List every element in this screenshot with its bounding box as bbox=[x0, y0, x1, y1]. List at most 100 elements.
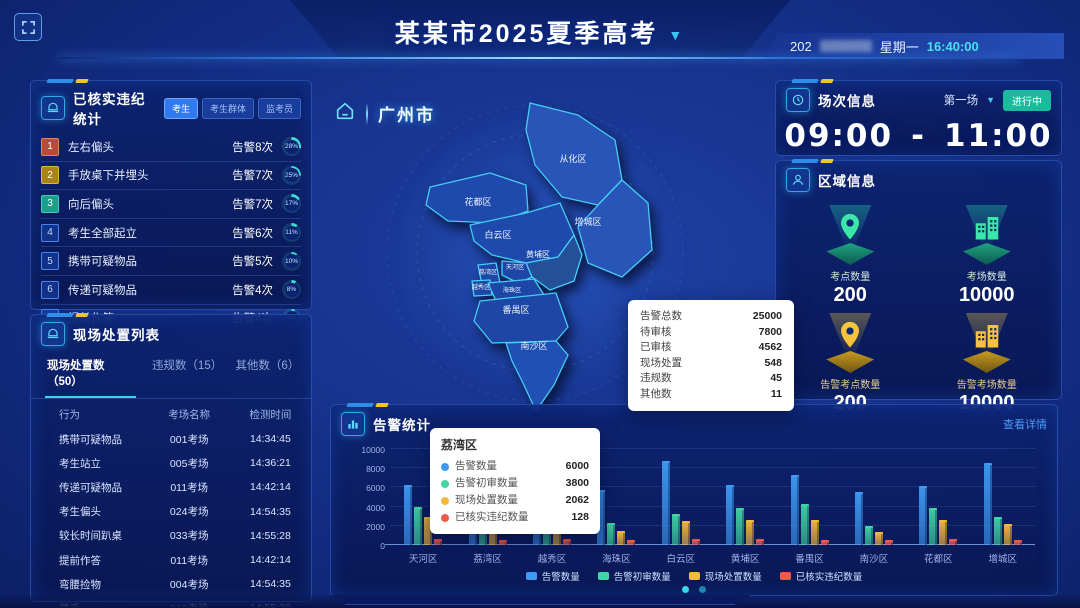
session-dropdown-icon[interactable]: ▼ bbox=[986, 95, 995, 105]
stat-label: 考场数量 bbox=[966, 272, 1007, 283]
legend-item[interactable]: 告警数量 bbox=[525, 569, 580, 583]
building-icon bbox=[952, 311, 1022, 373]
bar-group[interactable] bbox=[854, 492, 893, 545]
bar-现场处置数量[interactable] bbox=[424, 517, 433, 545]
fullscreen-icon[interactable] bbox=[14, 13, 42, 41]
chart-pagination-dots[interactable] bbox=[341, 586, 1047, 593]
bar-现场处置数量[interactable] bbox=[874, 532, 883, 545]
district-shapes bbox=[425, 102, 653, 412]
bar-已核实违纪数量[interactable] bbox=[562, 539, 571, 545]
tooltip-label: 违规数 bbox=[640, 372, 672, 384]
bar-已核实违纪数量[interactable] bbox=[884, 540, 893, 545]
bar-group[interactable] bbox=[404, 485, 443, 545]
bar-告警数量[interactable] bbox=[726, 485, 735, 545]
legend-item[interactable]: 现场处置数量 bbox=[688, 569, 762, 583]
y-tick-label: 10000 bbox=[361, 445, 385, 455]
bar-告警数量[interactable] bbox=[661, 461, 670, 545]
bar-group[interactable] bbox=[919, 486, 958, 545]
bar-已核实违纪数量[interactable] bbox=[691, 539, 700, 545]
series-value: 3800 bbox=[565, 477, 589, 489]
bar-group[interactable] bbox=[790, 474, 829, 545]
bar-已核实违纪数量[interactable] bbox=[820, 540, 829, 545]
legend-item[interactable]: 已核实违纪数量 bbox=[779, 569, 862, 583]
tooltip-label: 告警总数 bbox=[640, 310, 682, 322]
bar-已核实违纪数量[interactable] bbox=[1013, 540, 1022, 545]
table-row[interactable]: 弯腰捡物 004考场 14:54:35 bbox=[31, 572, 311, 596]
city-tag: 广州市 bbox=[334, 100, 435, 127]
weekday-text: 星期一 bbox=[879, 39, 919, 55]
time-cell: 14:54:35 bbox=[249, 505, 291, 518]
bar-现场处置数量[interactable] bbox=[681, 520, 690, 545]
title-dropdown-icon[interactable]: ▼ bbox=[668, 27, 686, 44]
bar-告警初审数量[interactable] bbox=[414, 506, 423, 545]
bar-告警数量[interactable] bbox=[919, 486, 928, 545]
bar-已核实违纪数量[interactable] bbox=[756, 539, 765, 545]
bar-告警初审数量[interactable] bbox=[607, 522, 616, 545]
district-label: 增城区 bbox=[574, 216, 601, 227]
bar-告警数量[interactable] bbox=[597, 490, 606, 545]
legend-item[interactable]: 告警初审数量 bbox=[597, 569, 671, 583]
violation-row[interactable]: 2 手放桌下并埋头 告警7次 25% bbox=[41, 162, 301, 191]
violation-row[interactable]: 1 左右偏头 告警8次 28% bbox=[41, 133, 301, 162]
map-tooltip-row: 违规数 45 bbox=[640, 371, 782, 387]
building-icon bbox=[952, 203, 1022, 265]
disposal-tab[interactable]: 违规数（15） bbox=[151, 360, 223, 372]
bar-告警初审数量[interactable] bbox=[929, 508, 938, 545]
bar-已核实违纪数量[interactable] bbox=[627, 540, 636, 545]
x-tick-label: 天河区 bbox=[408, 554, 438, 565]
table-row[interactable]: 携带可疑物品 001考场 14:34:45 bbox=[31, 427, 311, 451]
view-details-link[interactable]: 查看详情 bbox=[1003, 419, 1047, 431]
violation-row[interactable]: 4 考生全部起立 告警6次 11% bbox=[41, 219, 301, 248]
bar-已核实违纪数量[interactable] bbox=[434, 539, 443, 545]
disposal-tab[interactable]: 现场处置数（50） bbox=[45, 353, 136, 398]
bar-已核实违纪数量[interactable] bbox=[498, 540, 507, 545]
table-row[interactable]: 较长时间趴桌 033考场 14:55:28 bbox=[31, 524, 311, 548]
percent-donut: 28% bbox=[282, 137, 301, 157]
violation-tab[interactable]: 监考员 bbox=[257, 97, 301, 119]
pagination-dot[interactable] bbox=[682, 586, 689, 593]
x-tick-label: 黄埔区 bbox=[730, 554, 760, 565]
bar-已核实违纪数量[interactable] bbox=[949, 539, 958, 545]
date-redacted bbox=[819, 40, 872, 52]
x-axis-line bbox=[385, 544, 1035, 545]
tooltip-value: 25000 bbox=[752, 310, 782, 322]
bar-group[interactable] bbox=[983, 463, 1022, 545]
bar-告警数量[interactable] bbox=[983, 463, 992, 545]
bar-告警数量[interactable] bbox=[854, 492, 863, 545]
rank-badge: 3 bbox=[41, 194, 59, 213]
x-tick-label: 白云区 bbox=[666, 554, 695, 565]
pagination-dot[interactable] bbox=[699, 586, 706, 593]
bar-group[interactable] bbox=[726, 485, 765, 545]
table-row[interactable]: 传递可疑物品 011考场 14:42:14 bbox=[31, 475, 311, 499]
table-row[interactable]: 考生偏头 024考场 14:54:35 bbox=[31, 500, 311, 524]
violation-row[interactable]: 3 向后偏头 告警7次 17% bbox=[41, 190, 301, 219]
bar-告警初审数量[interactable] bbox=[671, 514, 680, 545]
table-row[interactable]: 提前作答 011考场 14:42:14 bbox=[31, 548, 311, 572]
disposal-tab[interactable]: 其他数（6） bbox=[235, 360, 300, 372]
bar-现场处置数量[interactable] bbox=[810, 519, 819, 545]
bar-告警数量[interactable] bbox=[404, 485, 413, 545]
bar-告警初审数量[interactable] bbox=[736, 508, 745, 545]
bar-group[interactable] bbox=[597, 490, 636, 545]
city-map[interactable]: 从化区 花都区 增城区 白云区 黄埔区 天河区 荔湾区 越秀区 海珠区 番禺区 南沙区 bbox=[330, 85, 770, 415]
bar-现场处置数量[interactable] bbox=[746, 519, 755, 545]
session-select[interactable]: 第一场 bbox=[943, 95, 979, 107]
bar-告警数量[interactable] bbox=[790, 474, 799, 545]
bar-告警初审数量[interactable] bbox=[993, 517, 1002, 545]
bar-现场处置数量[interactable] bbox=[617, 530, 626, 545]
bar-现场处置数量[interactable] bbox=[939, 519, 948, 545]
violation-row[interactable]: 5 携带可疑物品 告警5次 10% bbox=[41, 247, 301, 276]
bar-告警初审数量[interactable] bbox=[864, 525, 873, 545]
violation-tab[interactable]: 考生 bbox=[163, 97, 198, 119]
bar-告警初审数量[interactable] bbox=[800, 503, 809, 545]
series-dot bbox=[441, 462, 449, 471]
series-value: 128 bbox=[571, 511, 589, 523]
bar-group[interactable] bbox=[661, 461, 700, 545]
person-icon bbox=[786, 168, 810, 192]
table-row[interactable]: 考生站立 005考场 14:36:21 bbox=[31, 451, 311, 475]
violation-row[interactable]: 6 传递可疑物品 告警4次 8% bbox=[41, 276, 301, 305]
column-header: 检测时间 bbox=[249, 409, 292, 421]
violation-tab[interactable]: 考生群体 bbox=[201, 97, 254, 119]
bar-现场处置数量[interactable] bbox=[1003, 523, 1012, 545]
